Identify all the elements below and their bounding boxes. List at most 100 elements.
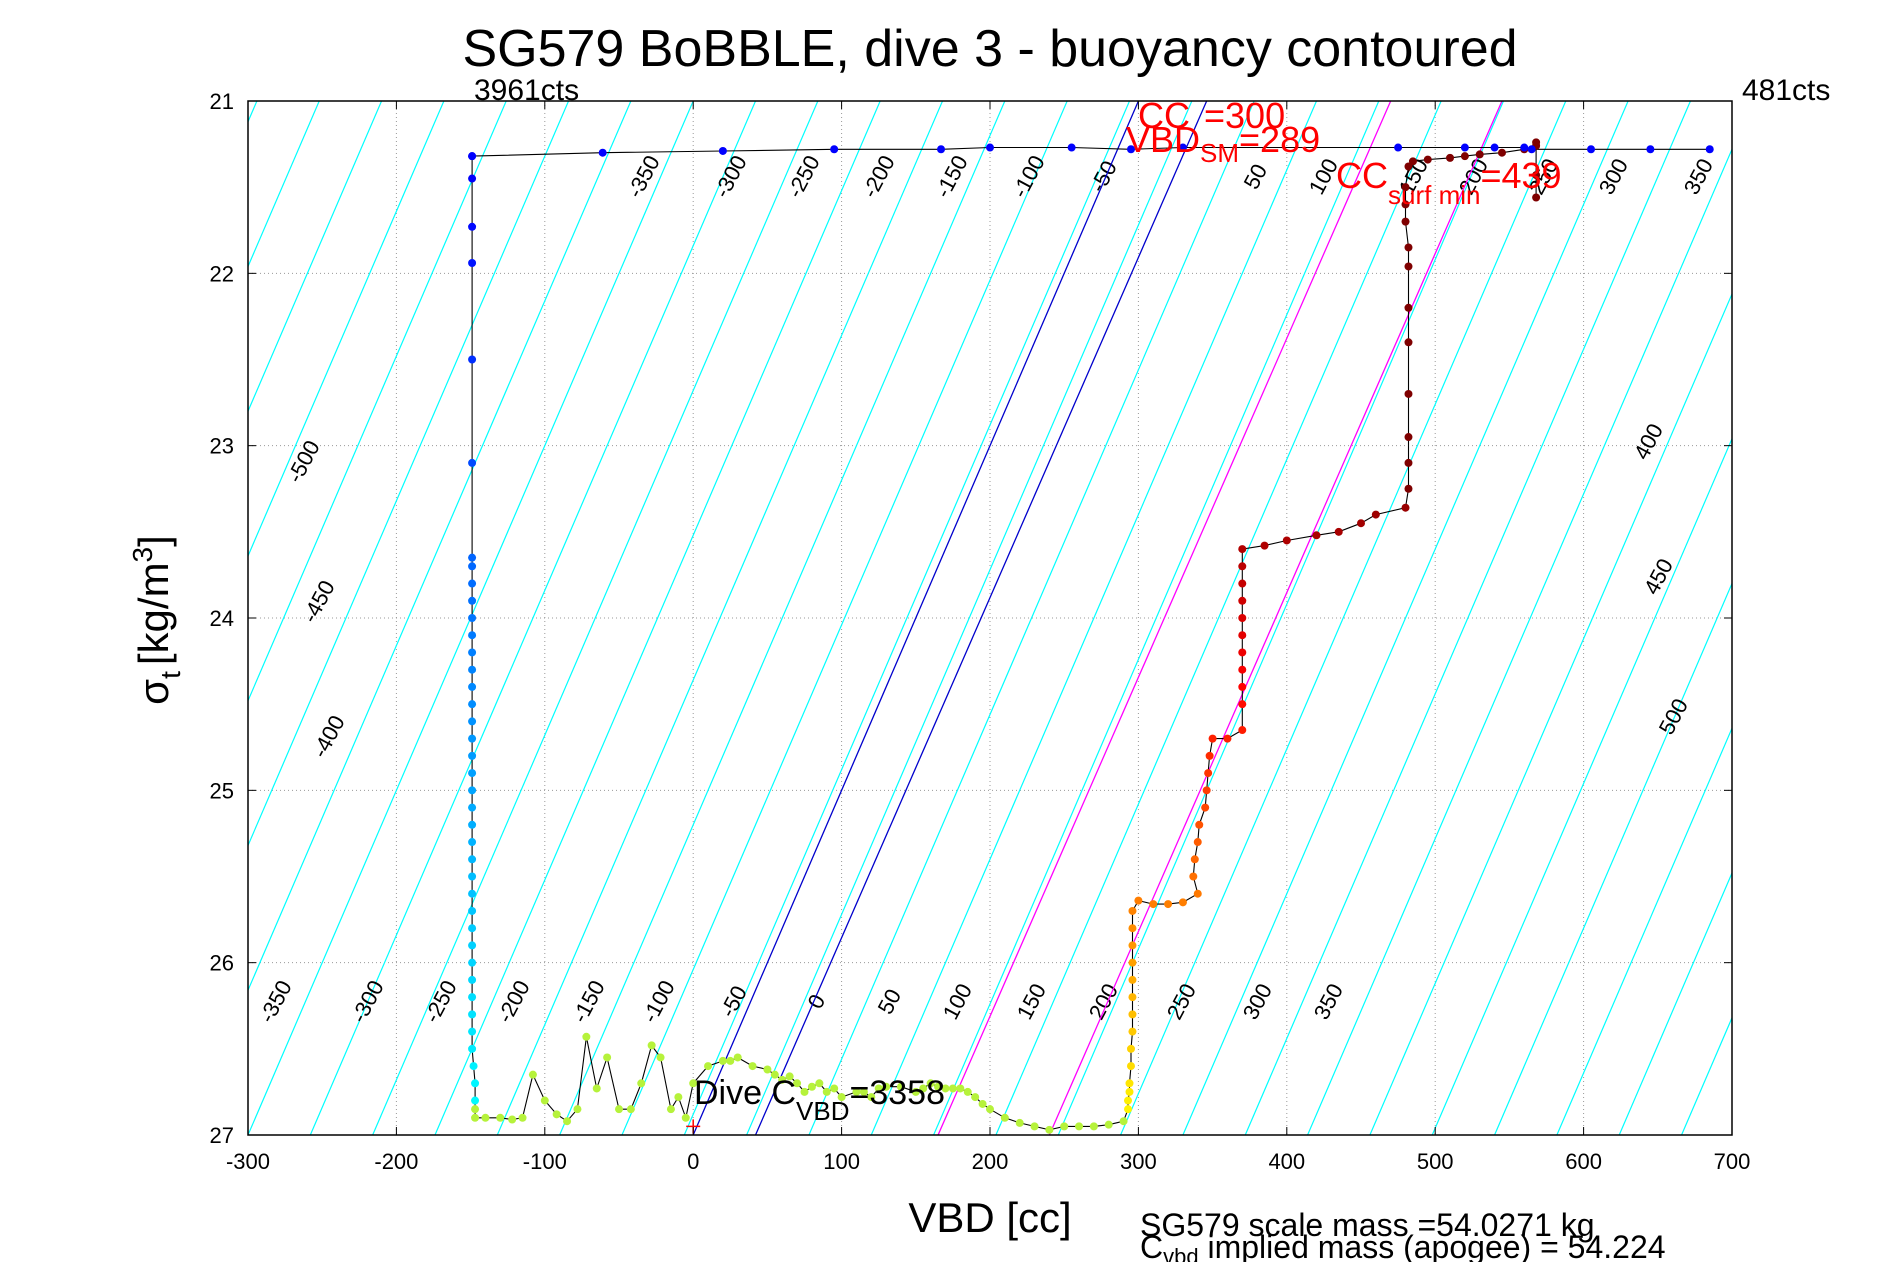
data-point: [471, 1096, 480, 1105]
x-tick-label: 600: [1565, 1149, 1602, 1174]
data-point: [1705, 145, 1714, 154]
x-tick-label: 500: [1417, 1149, 1454, 1174]
contour-line: [1556, 726, 1732, 1135]
contour-line: [933, 101, 1380, 1135]
data-point: [469, 1062, 478, 1071]
data-point: [1527, 145, 1536, 154]
data-point: [689, 1079, 698, 1088]
data-point: [718, 146, 727, 155]
data-point: [508, 1115, 517, 1124]
dive-c-label: Dive C: [694, 1074, 796, 1112]
data-point: [468, 222, 477, 231]
data-point: [1460, 143, 1469, 152]
data-point: [1126, 1044, 1135, 1053]
data-point: [704, 1062, 713, 1071]
blue-guide-line: [692, 101, 1139, 1135]
data-point: [603, 1053, 612, 1062]
left-counts-label: 3961cts: [474, 74, 579, 107]
y-tick-label: 27: [210, 1123, 234, 1148]
y-axis-superscript: 3: [127, 547, 158, 563]
data-point: [1164, 900, 1173, 909]
data-point: [656, 1053, 665, 1062]
data-point: [785, 1072, 794, 1081]
data-point: [718, 1056, 727, 1065]
data-point: [1404, 338, 1413, 347]
contour-line: [808, 101, 1255, 1135]
data-point: [1126, 145, 1135, 154]
data-point: [1401, 503, 1410, 512]
data-point: [926, 1079, 935, 1088]
data-point: [540, 1096, 549, 1105]
data-point: [800, 1087, 809, 1096]
data-point: [934, 1082, 943, 1091]
contour-line: [746, 101, 1193, 1135]
mass-line-2-rest: implied mass (apogee) = 54.224: [1199, 1229, 1666, 1262]
x-tick-label: 400: [1268, 1149, 1305, 1174]
data-point: [1201, 803, 1210, 812]
contour-line: [248, 101, 632, 992]
x-tick-label: -200: [374, 1149, 418, 1174]
contour-line: [248, 101, 570, 847]
data-point: [1404, 389, 1413, 398]
data-point: [1128, 958, 1137, 967]
x-tick-label: 100: [823, 1149, 860, 1174]
contour-line: [995, 101, 1442, 1135]
data-point: [471, 1079, 480, 1088]
data-point: [1357, 519, 1365, 528]
data-point: [468, 872, 477, 881]
contour-line: [0, 101, 70, 1135]
data-point: [468, 820, 477, 829]
chart-title: SG579 BoBBLE, dive 3 - buoyancy contoure…: [462, 20, 1517, 78]
cc-surf-label: CC: [1336, 155, 1388, 196]
data-point: [563, 1117, 572, 1126]
data-point: [1238, 596, 1247, 605]
y-axis-symbol: σ: [130, 679, 177, 705]
data-point: [468, 579, 477, 588]
data-point: [1125, 1087, 1134, 1096]
contour-line: [1120, 101, 1567, 1135]
data-point: [496, 1113, 505, 1122]
contour-line: [248, 101, 445, 558]
data-point: [937, 145, 946, 154]
data-point: [874, 1084, 883, 1093]
data-point: [1490, 143, 1499, 152]
data-point: [1128, 993, 1137, 1002]
cc-annotation: CC =300: [1138, 95, 1285, 136]
data-point: [1587, 145, 1596, 154]
data-point: [770, 1070, 779, 1079]
data-point: [1128, 924, 1137, 933]
contour-line: [1307, 147, 1732, 1135]
data-point: [1124, 1105, 1133, 1114]
data-point: [1238, 614, 1247, 622]
data-point: [1238, 665, 1247, 674]
data-point: [468, 258, 477, 267]
data-point: [830, 145, 839, 154]
data-point: [726, 1056, 735, 1065]
data-point: [666, 1105, 675, 1114]
data-point: [468, 553, 477, 562]
data-point: [468, 1044, 477, 1053]
y-axis-label: σt [kg/m3]: [127, 535, 186, 705]
data-point: [1045, 1125, 1054, 1134]
data-point: [837, 1093, 846, 1102]
data-point: [1520, 143, 1529, 152]
data-point: [1394, 143, 1403, 152]
data-point: [468, 458, 477, 467]
contour-line: [621, 101, 1068, 1135]
data-point: [1475, 150, 1484, 159]
data-point: [1260, 541, 1269, 550]
data-point: [1404, 458, 1413, 467]
contour-line: [1431, 437, 1732, 1135]
data-point: [582, 1032, 591, 1041]
data-point: [1404, 162, 1413, 171]
vbd-sm-annotation: VBDSM=289: [1126, 119, 1320, 168]
guide-lines: [692, 101, 1503, 1135]
data-point: [1404, 303, 1413, 312]
data-point: [468, 734, 477, 743]
data-point: [1178, 143, 1187, 152]
data-point: [963, 1087, 972, 1096]
data-point: [573, 1105, 582, 1114]
data-point: [815, 1079, 824, 1088]
data-point: [1404, 484, 1413, 493]
